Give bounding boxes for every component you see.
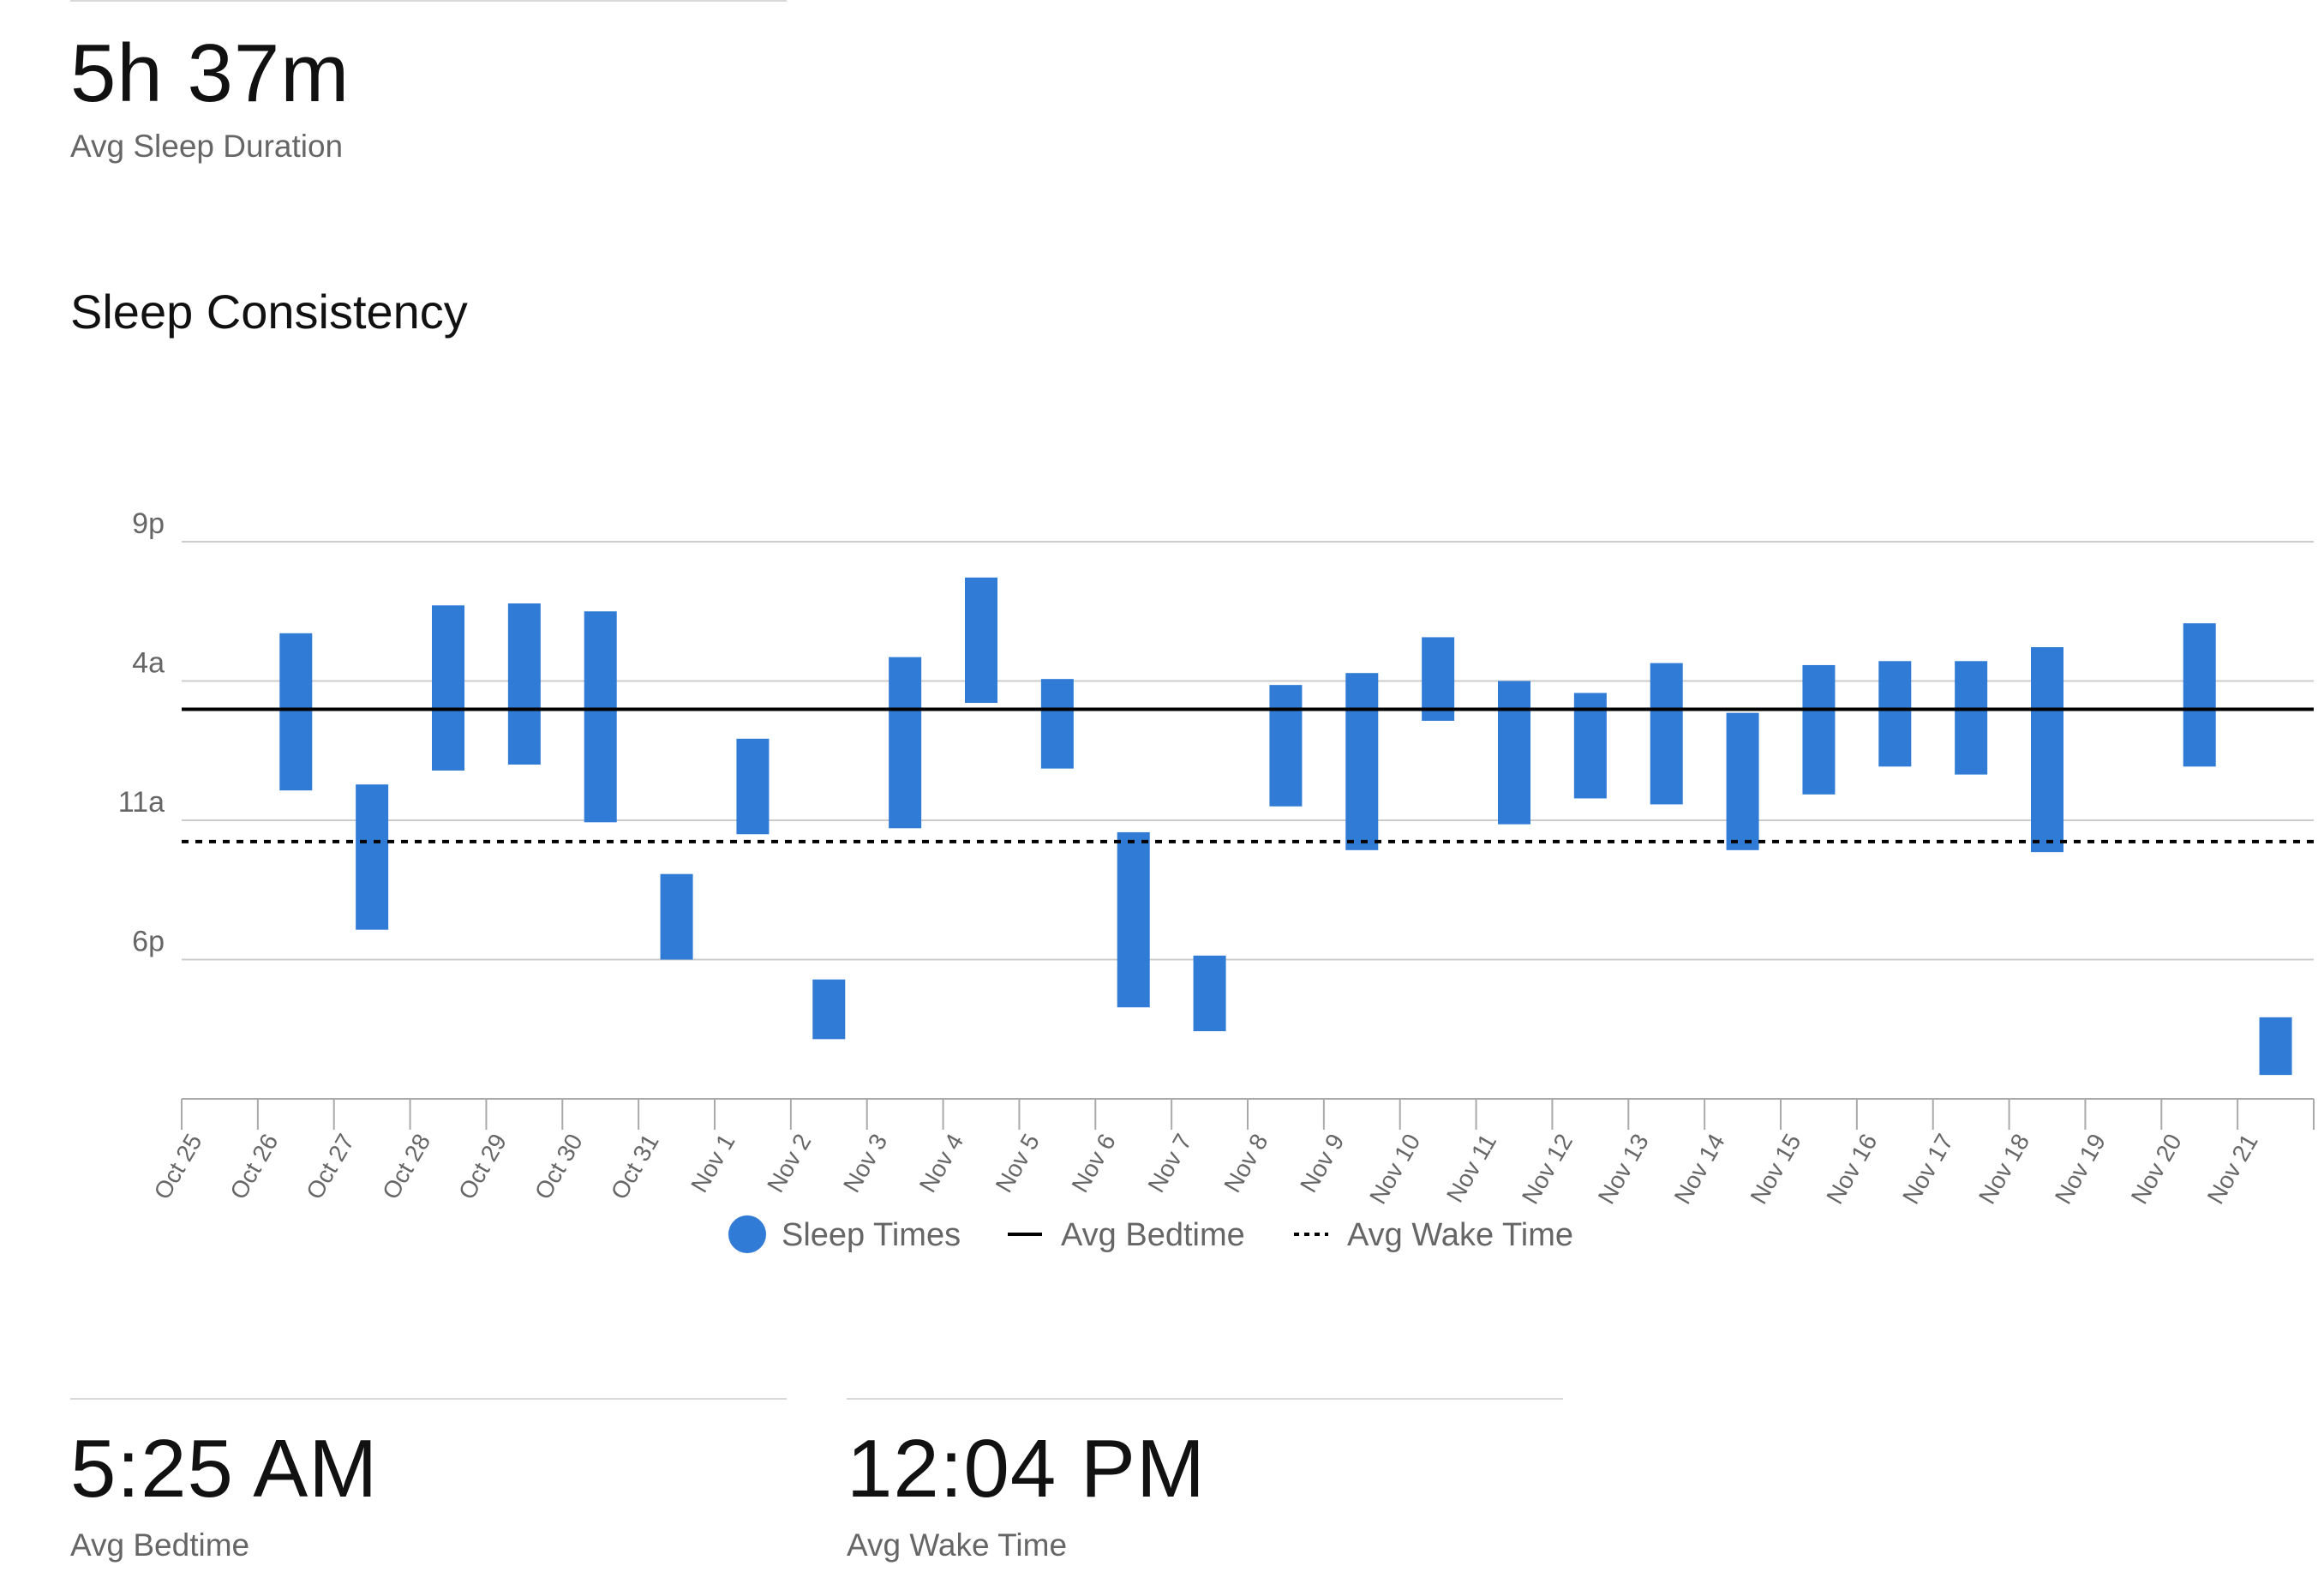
- avg-wake-time-label: Avg Wake Time: [847, 1527, 1068, 1563]
- sleep-bar: [1269, 685, 1303, 807]
- x-tick-label: Nov 19: [2050, 1130, 2111, 1209]
- x-tick-label: Nov 4: [914, 1130, 968, 1197]
- sleep-bar: [1193, 955, 1226, 1032]
- y-tick-label: 11a: [118, 786, 165, 819]
- y-tick-label: 9p: [132, 507, 165, 540]
- sleep-bar: [1422, 637, 1455, 721]
- x-tick-label: Oct 26: [225, 1130, 283, 1204]
- chart-title: Sleep Consistency: [70, 285, 468, 339]
- x-tick-label: Nov 16: [1821, 1130, 1882, 1209]
- avg-sleep-duration-label: Avg Sleep Duration: [70, 129, 344, 164]
- sleep-bar: [1955, 661, 1988, 775]
- x-tick-label: Nov 6: [1066, 1130, 1120, 1197]
- sleep-bar: [1345, 673, 1379, 850]
- x-tick-label: Oct 29: [453, 1130, 512, 1204]
- x-tick-label: Oct 27: [301, 1130, 359, 1204]
- sleep-bar: [432, 605, 464, 771]
- sleep-bar: [1802, 664, 1836, 795]
- y-tick-label: 4a: [132, 647, 165, 680]
- sleep-bar: [1040, 679, 1074, 769]
- x-tick-label: Oct 30: [530, 1130, 588, 1204]
- x-tick-label: Nov 14: [1669, 1129, 1730, 1208]
- top-card-rule: [70, 0, 787, 2]
- sleep-bar: [1878, 661, 1912, 767]
- sleep-bar: [584, 611, 617, 823]
- sleep-consistency-chart: 9p 4a 11a 6p Oct 25 Oct 26 Oct 27 Oct 28 Oct 29 O…: [118, 507, 2315, 1253]
- sleep-bar: [2183, 623, 2216, 767]
- sleep-bar: [1650, 663, 1683, 805]
- sleep-bar: [660, 873, 693, 960]
- sleep-bar: [2259, 1017, 2292, 1076]
- avg-bedtime-value: 5:25 AM: [70, 1423, 379, 1515]
- x-tick-label: Nov 9: [1295, 1130, 1349, 1197]
- x-tick-label: Nov 18: [1974, 1130, 2034, 1209]
- x-tick-label: Nov 5: [991, 1130, 1045, 1197]
- sleep-bar: [965, 577, 997, 704]
- x-tick-label: Nov 8: [1219, 1130, 1273, 1197]
- waketime-card-rule: [847, 1398, 1563, 1400]
- x-tick-label: Oct 25: [149, 1130, 207, 1204]
- sleep-bar: [356, 784, 389, 930]
- x-tick-label: Nov 17: [1897, 1130, 1958, 1209]
- legend-sleep-times-label: Sleep Times: [782, 1217, 961, 1253]
- y-tick-label: 6p: [132, 926, 165, 958]
- sleep-bar: [2031, 647, 2063, 853]
- x-tick-label: Nov 11: [1441, 1130, 1501, 1208]
- x-tick-label: Nov 20: [2126, 1130, 2187, 1209]
- x-tick-label: Nov 10: [1364, 1130, 1425, 1209]
- avg-bedtime-label: Avg Bedtime: [70, 1527, 250, 1563]
- sleep-bar: [507, 603, 541, 765]
- sleep-bar: [1498, 681, 1530, 825]
- x-tick-label: Oct 31: [606, 1130, 664, 1204]
- sleep-bar: [812, 979, 846, 1040]
- sleep-bar: [279, 633, 313, 791]
- x-tick-label: Nov 12: [1517, 1130, 1578, 1209]
- legend-avg-wake-time-label: Avg Wake Time: [1347, 1217, 1573, 1253]
- sleep-bar: [736, 738, 770, 835]
- bedtime-card-rule: [70, 1398, 787, 1400]
- sleep-bar: [889, 657, 922, 829]
- x-tick-label: Nov 13: [1593, 1130, 1654, 1209]
- x-tick-label: Nov 1: [686, 1130, 740, 1197]
- x-tick-label: Oct 28: [377, 1130, 435, 1204]
- avg-wake-time-value: 12:04 PM: [847, 1423, 1206, 1515]
- legend-avg-bedtime-label: Avg Bedtime: [1061, 1217, 1245, 1253]
- avg-sleep-duration-value: 5h 37m: [70, 27, 350, 119]
- sleep-bar: [1726, 712, 1759, 850]
- sleep-bar: [1117, 831, 1150, 1008]
- x-tick-label: Nov 2: [762, 1130, 816, 1197]
- x-tick-label: Nov 3: [838, 1130, 892, 1197]
- legend-sleep-times-marker: [728, 1215, 766, 1253]
- x-tick-label: Nov 21: [2202, 1130, 2263, 1209]
- x-tick-label: Nov 15: [1745, 1130, 1806, 1209]
- x-tick-label: Nov 7: [1142, 1130, 1196, 1197]
